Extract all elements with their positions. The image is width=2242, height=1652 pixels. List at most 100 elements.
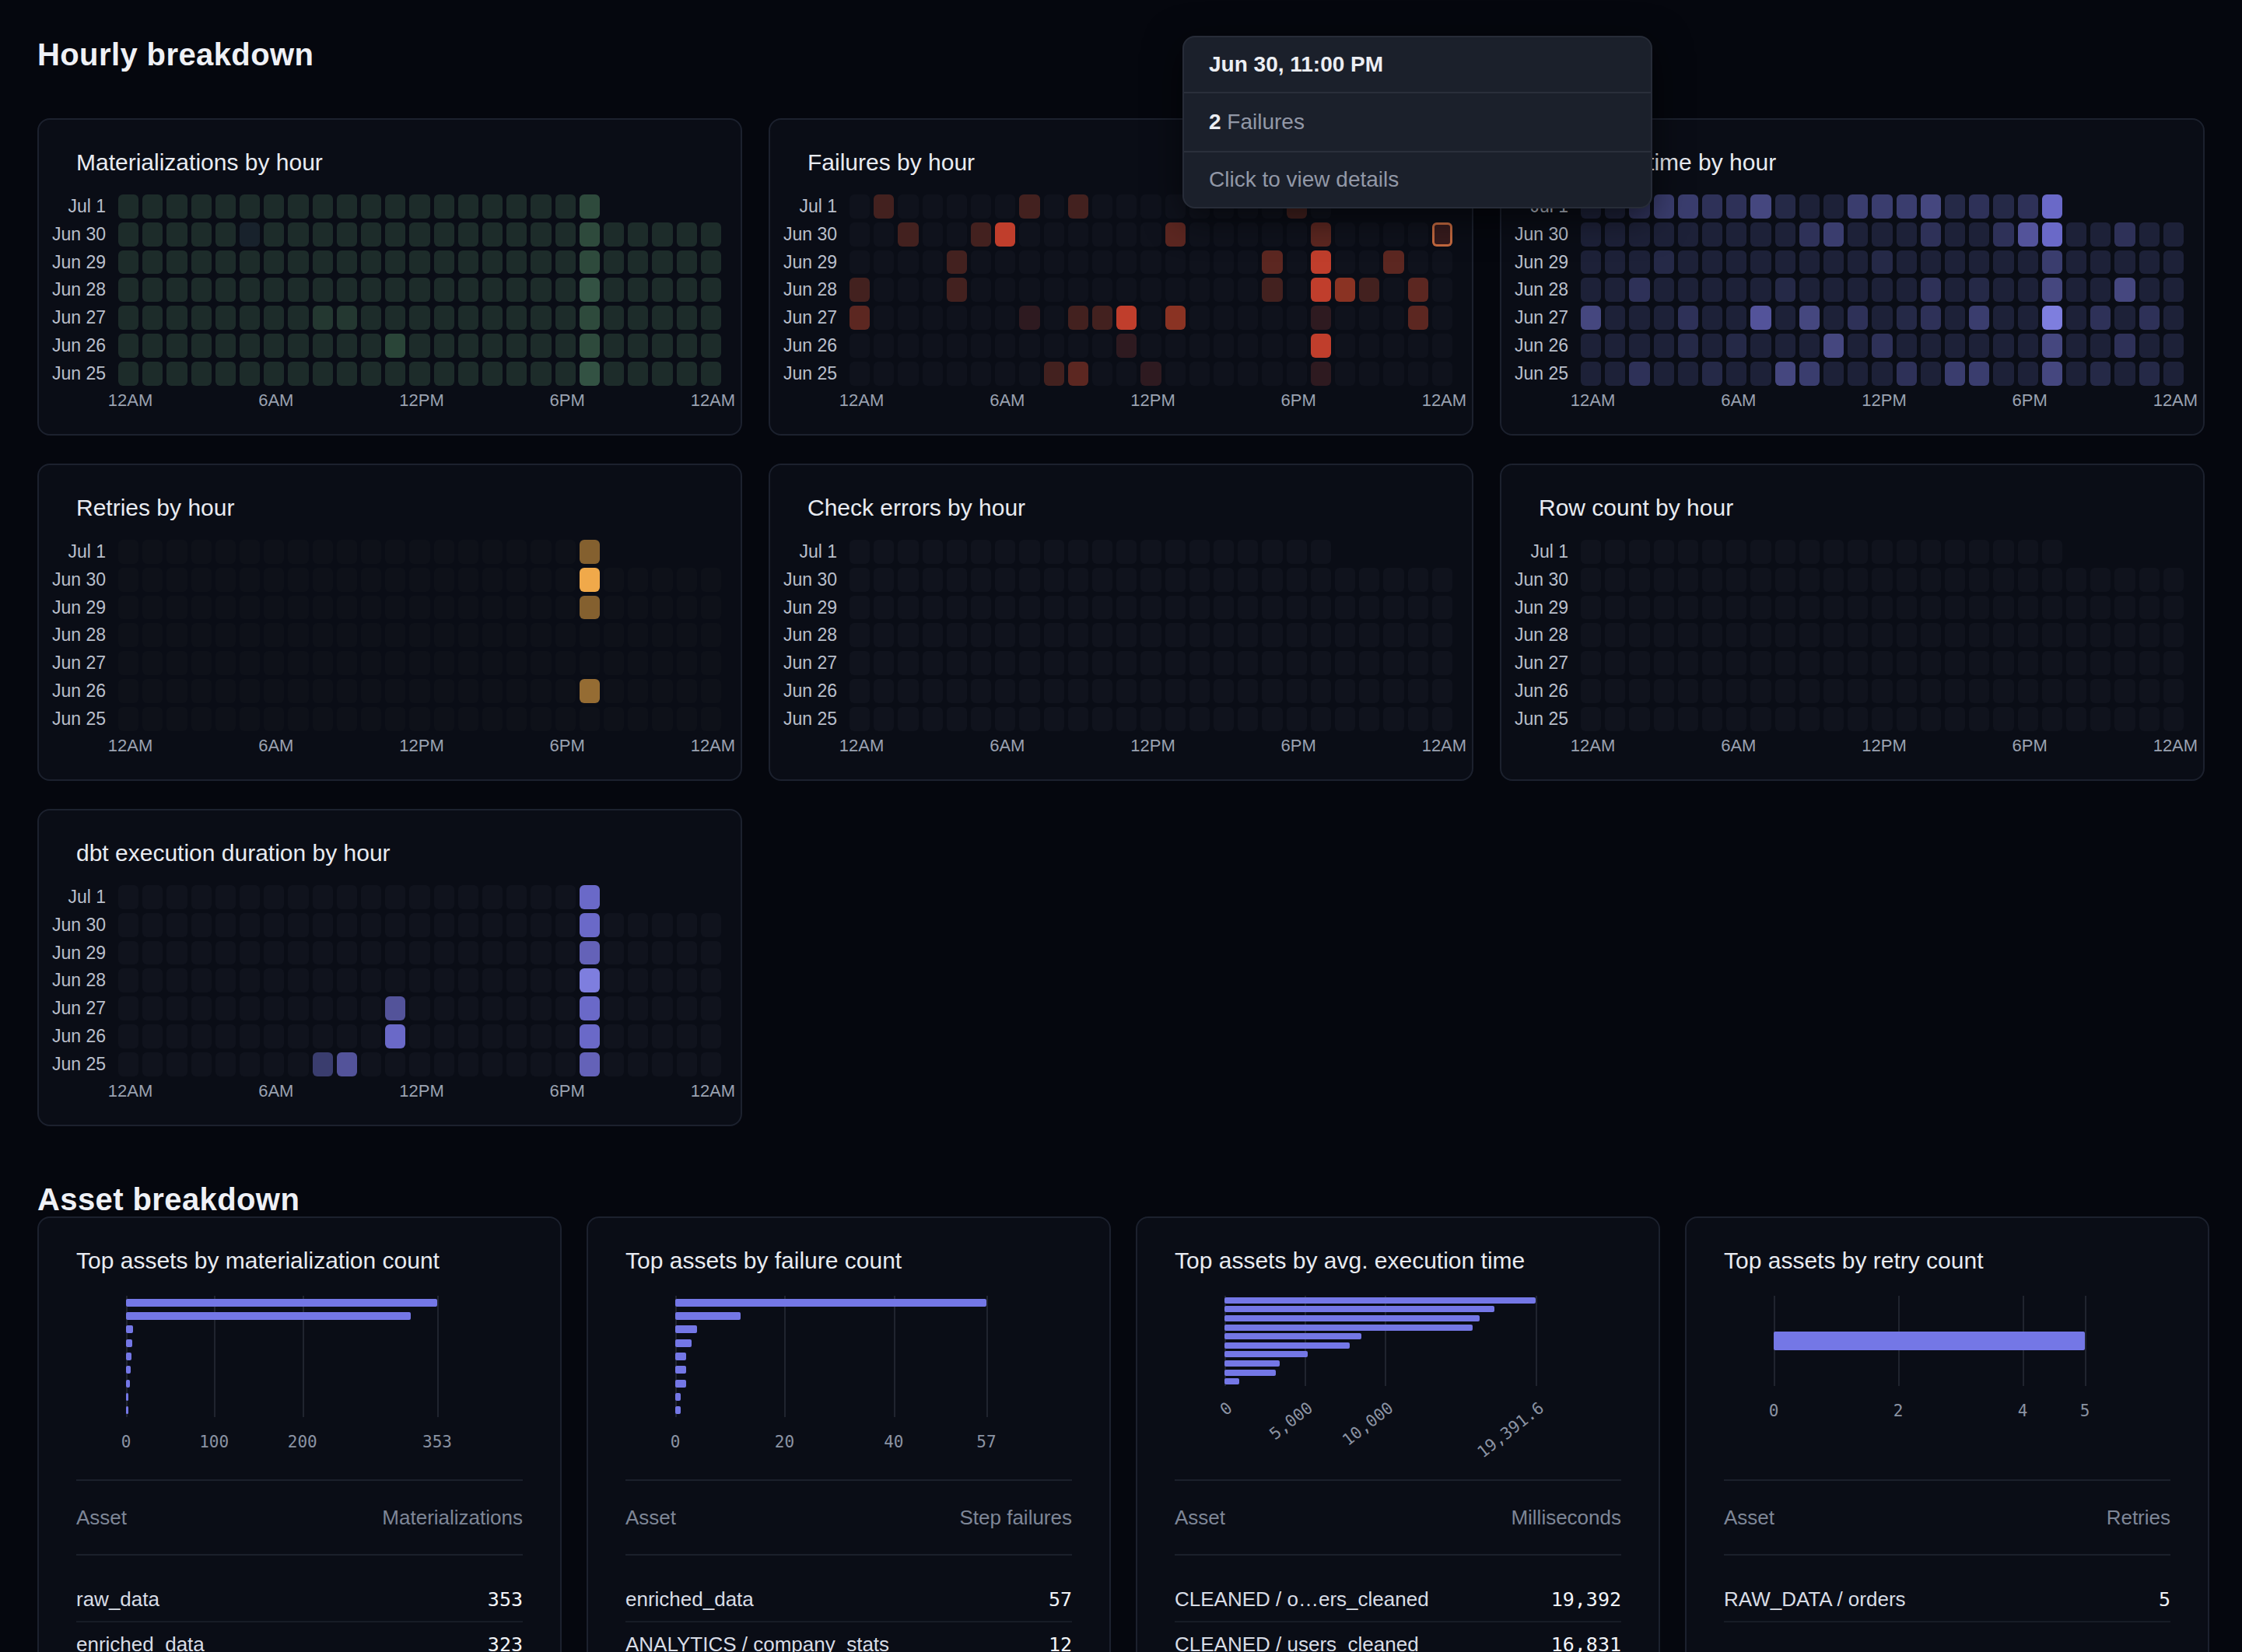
heatmap-cell[interactable] xyxy=(434,334,454,358)
heatmap-cell[interactable] xyxy=(482,250,503,275)
heatmap-cell[interactable] xyxy=(652,968,672,992)
heatmap-cell[interactable] xyxy=(1165,540,1186,564)
heatmap-cell[interactable] xyxy=(482,1024,503,1048)
heatmap-cell[interactable] xyxy=(1848,250,1868,275)
heatmap-cell[interactable] xyxy=(215,707,236,731)
heatmap-cell[interactable] xyxy=(923,194,943,219)
heatmap-cell[interactable] xyxy=(1581,278,1601,302)
heatmap-cell[interactable] xyxy=(971,278,991,302)
heatmap-cell[interactable] xyxy=(409,651,429,675)
heatmap-cell[interactable] xyxy=(874,707,894,731)
heatmap-cell[interactable] xyxy=(1823,679,1844,703)
heatmap-cell[interactable] xyxy=(531,885,551,909)
heatmap-cell[interactable] xyxy=(1921,623,1941,647)
heatmap-cell[interactable] xyxy=(240,596,260,620)
heatmap-cell[interactable] xyxy=(2042,707,2062,731)
heatmap-cell[interactable] xyxy=(215,278,236,302)
table-row[interactable]: RAW_DATA / orders5 xyxy=(1724,1577,2170,1622)
heatmap-cell[interactable] xyxy=(1335,679,1355,703)
heatmap-cell[interactable] xyxy=(2066,362,2086,386)
heatmap-cell[interactable] xyxy=(118,362,138,386)
heatmap-cell[interactable] xyxy=(1605,278,1625,302)
heatmap-cell[interactable] xyxy=(458,540,478,564)
heatmap-cell[interactable] xyxy=(1068,596,1088,620)
heatmap-cell[interactable] xyxy=(677,623,697,647)
heatmap-cell[interactable] xyxy=(874,222,894,247)
heatmap-cell[interactable] xyxy=(580,941,600,965)
heatmap-cell[interactable] xyxy=(191,623,212,647)
heatmap-cell[interactable] xyxy=(1969,222,1989,247)
heatmap-cell[interactable] xyxy=(2114,651,2135,675)
heatmap-cell[interactable] xyxy=(1140,306,1161,330)
heatmap-cell[interactable] xyxy=(1165,596,1186,620)
heatmap-cell[interactable] xyxy=(1605,679,1625,703)
heatmap-cell[interactable] xyxy=(1993,250,2013,275)
heatmap-cell[interactable] xyxy=(458,568,478,592)
heatmap-cell[interactable] xyxy=(1044,194,1064,219)
heatmap-cell[interactable] xyxy=(337,334,357,358)
heatmap-cell[interactable] xyxy=(2042,222,2062,247)
heatmap-cell[interactable] xyxy=(1581,679,1601,703)
heatmap-cell[interactable] xyxy=(264,913,284,937)
heatmap-cell[interactable] xyxy=(2018,278,2038,302)
heatmap-cell[interactable] xyxy=(361,651,381,675)
heatmap-cell[interactable] xyxy=(118,194,138,219)
heatmap-cell[interactable] xyxy=(1726,250,1746,275)
heatmap-cell[interactable] xyxy=(1726,278,1746,302)
heatmap-cell[interactable] xyxy=(2090,306,2111,330)
heatmap-cell[interactable] xyxy=(652,941,672,965)
heatmap-cell[interactable] xyxy=(385,278,405,302)
heatmap-cell[interactable] xyxy=(1654,334,1674,358)
heatmap-cell[interactable] xyxy=(923,278,943,302)
heatmap-cell[interactable] xyxy=(191,306,212,330)
heatmap-cell[interactable] xyxy=(1140,679,1161,703)
heatmap-cell[interactable] xyxy=(166,306,187,330)
heatmap-cell[interactable] xyxy=(2018,362,2038,386)
heatmap-cell[interactable] xyxy=(652,596,672,620)
heatmap-cell[interactable] xyxy=(995,278,1015,302)
heatmap-cell[interactable] xyxy=(385,913,405,937)
heatmap-cell[interactable] xyxy=(677,222,697,247)
heatmap-cell[interactable] xyxy=(458,334,478,358)
heatmap-cell[interactable] xyxy=(1775,250,1795,275)
heatmap-cell[interactable] xyxy=(531,222,551,247)
heatmap-cell[interactable] xyxy=(264,679,284,703)
heatmap-cell[interactable] xyxy=(1189,623,1210,647)
heatmap-cell[interactable] xyxy=(1921,222,1941,247)
heatmap-cell[interactable] xyxy=(1750,679,1771,703)
heatmap-cell[interactable] xyxy=(1044,362,1064,386)
heatmap-cell[interactable] xyxy=(1019,194,1039,219)
heatmap-cell[interactable] xyxy=(385,651,405,675)
heatmap-cell[interactable] xyxy=(1335,651,1355,675)
heatmap-cell[interactable] xyxy=(1287,250,1307,275)
heatmap-cell[interactable] xyxy=(555,707,576,731)
heatmap-cell[interactable] xyxy=(1993,596,2013,620)
heatmap-cell[interactable] xyxy=(191,996,212,1020)
heatmap-cell[interactable] xyxy=(1140,222,1161,247)
heatmap-cell[interactable] xyxy=(264,306,284,330)
heatmap-cell[interactable] xyxy=(1432,250,1452,275)
heatmap-cell[interactable] xyxy=(604,1024,624,1048)
heatmap-cell[interactable] xyxy=(1116,194,1137,219)
heatmap-cell[interactable] xyxy=(1750,707,1771,731)
heatmap-cell[interactable] xyxy=(482,707,503,731)
heatmap-cell[interactable] xyxy=(2114,250,2135,275)
heatmap-cell[interactable] xyxy=(531,1052,551,1076)
heatmap-cell[interactable] xyxy=(677,968,697,992)
heatmap-cell[interactable] xyxy=(264,707,284,731)
heatmap-cell[interactable] xyxy=(337,596,357,620)
heatmap-cell[interactable] xyxy=(1823,250,1844,275)
heatmap-cell[interactable] xyxy=(1605,250,1625,275)
heatmap-cell[interactable] xyxy=(1775,540,1795,564)
heatmap-cell[interactable] xyxy=(1654,250,1674,275)
heatmap-cell[interactable] xyxy=(995,540,1015,564)
heatmap-cell[interactable] xyxy=(531,968,551,992)
heatmap-cell[interactable] xyxy=(1799,651,1820,675)
heatmap-cell[interactable] xyxy=(1993,540,2013,564)
heatmap-cell[interactable] xyxy=(1945,568,1965,592)
heatmap-cell[interactable] xyxy=(652,1052,672,1076)
heatmap-cell[interactable] xyxy=(409,707,429,731)
heatmap-cell[interactable] xyxy=(2018,651,2038,675)
heatmap-cell[interactable] xyxy=(1311,306,1331,330)
heatmap-cell[interactable] xyxy=(531,306,551,330)
